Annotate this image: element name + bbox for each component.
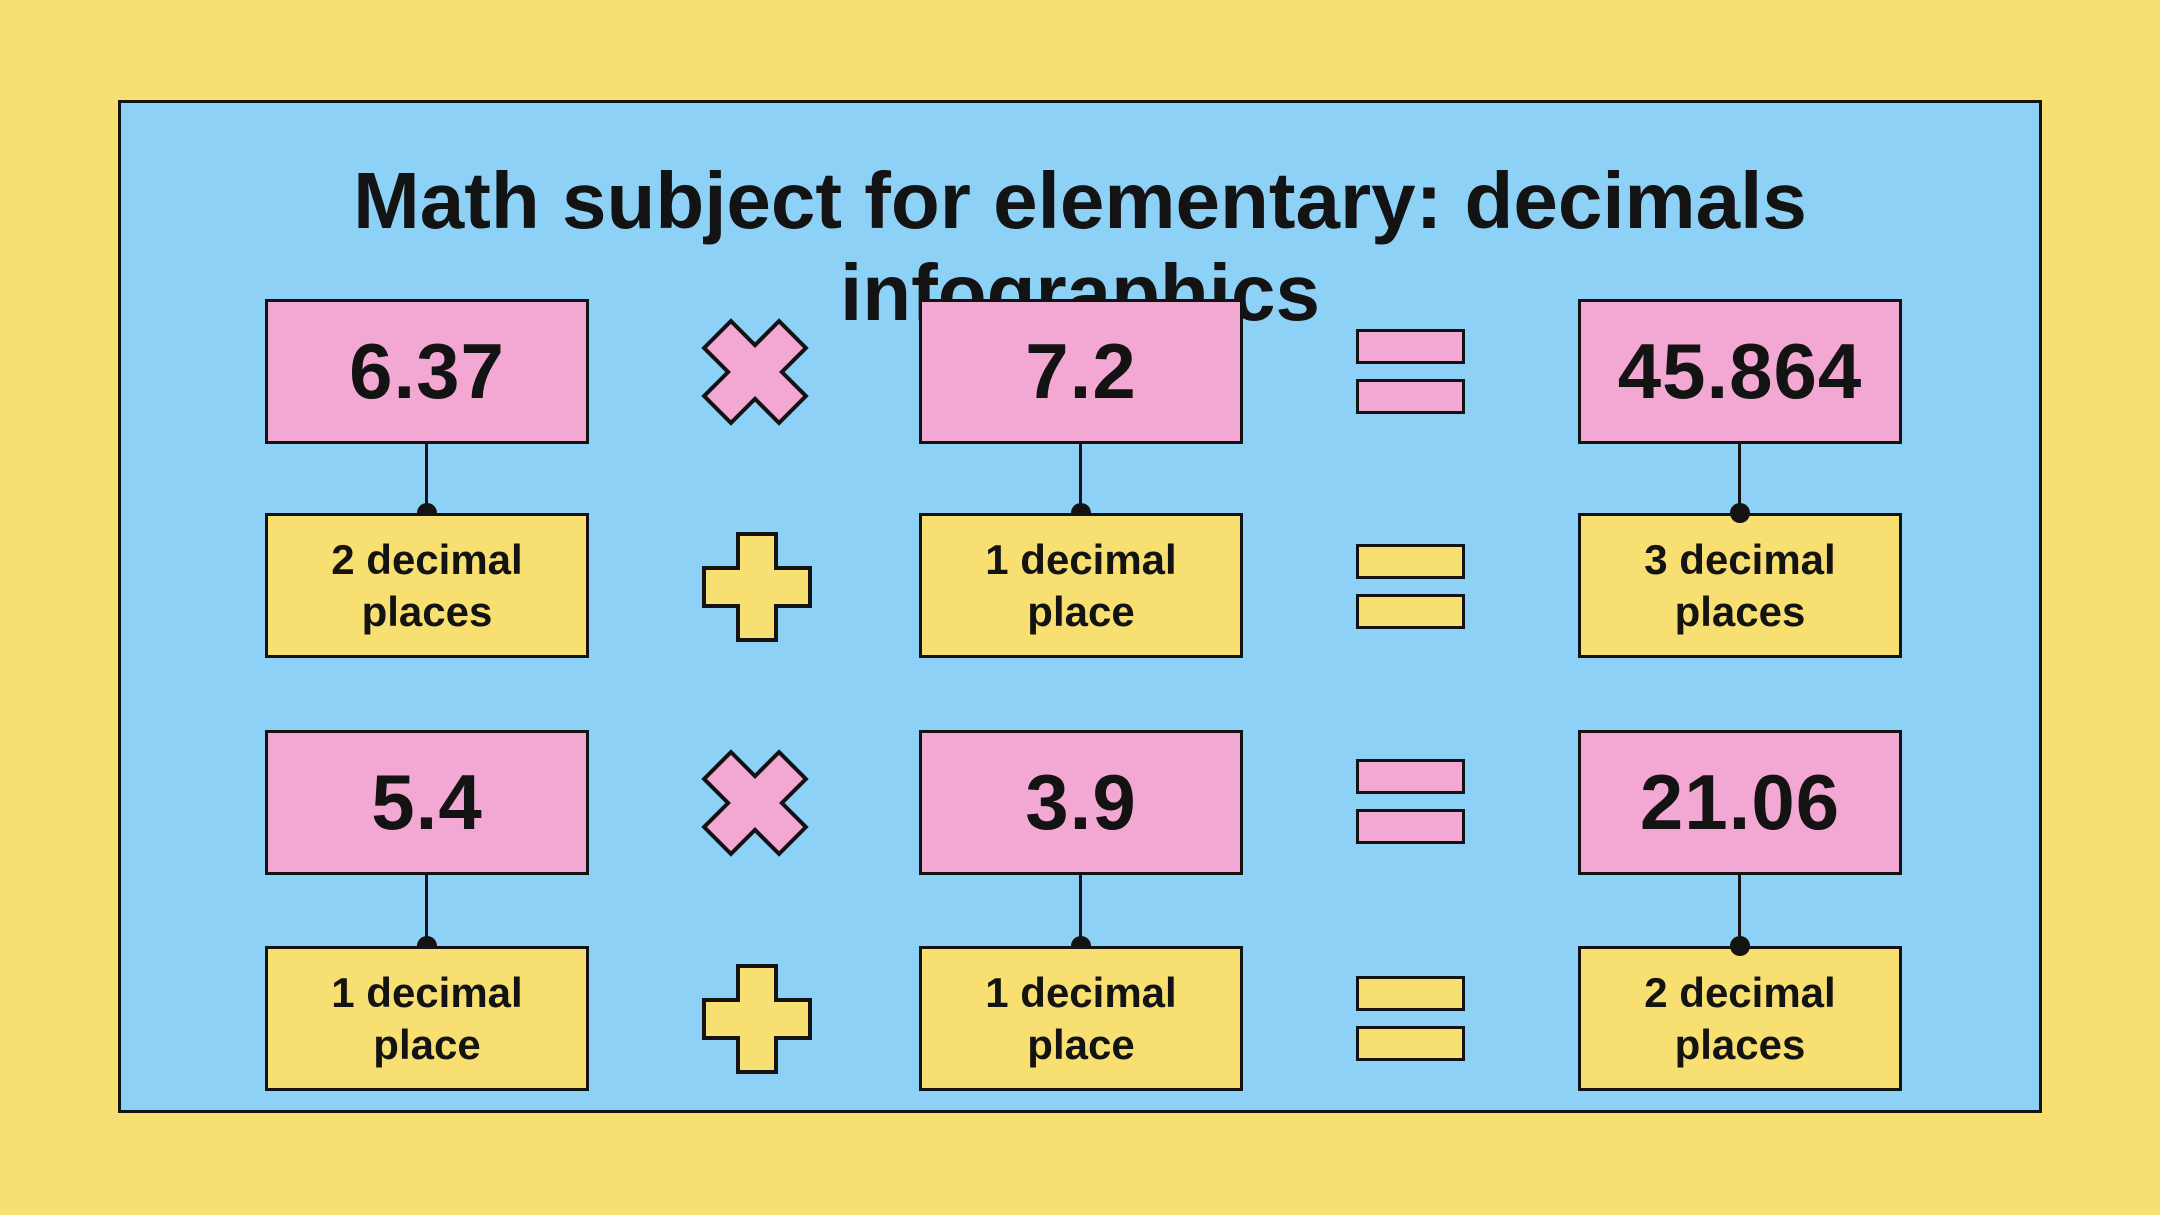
connector-dot (1730, 503, 1750, 523)
equals-bar-bottom (1356, 809, 1465, 844)
product-value: 21.06 (1639, 758, 1841, 846)
multiply-icon (701, 318, 809, 426)
equals-bar-top (1356, 976, 1465, 1011)
equals-bar-bottom (1356, 1026, 1465, 1061)
equals-icon (1356, 544, 1465, 629)
equals-bar-top (1356, 759, 1465, 794)
factor-value: 6.37 (349, 327, 505, 415)
product-box: 45.864 (1578, 299, 1902, 444)
equals-bar-bottom (1356, 594, 1465, 629)
infographic-panel: Math subject for elementary: decimals in… (118, 100, 2042, 1113)
connector-line (425, 444, 428, 513)
places-box: 2 decimal places (265, 513, 589, 658)
connector-line (1738, 875, 1741, 946)
page-title: Math subject for elementary: decimals in… (121, 155, 2039, 339)
places-box: 1 decimal place (265, 946, 589, 1091)
factor-box: 3.9 (919, 730, 1243, 875)
connector-dot (1730, 936, 1750, 956)
product-value: 45.864 (1617, 327, 1863, 415)
equals-icon (1356, 759, 1465, 844)
connector-line (1738, 444, 1741, 513)
plus-icon (702, 532, 812, 642)
places-box: 1 decimal place (919, 513, 1243, 658)
factor-value: 5.4 (371, 758, 483, 846)
equals-icon (1356, 976, 1465, 1061)
title-line-1: Math subject for elementary: decimals (353, 156, 1807, 245)
places-label: 1 decimal place (985, 968, 1177, 1068)
factor-box: 5.4 (265, 730, 589, 875)
connector-line (1079, 875, 1082, 946)
equals-icon (1356, 329, 1465, 414)
places-label: 2 decimal places (1644, 968, 1836, 1068)
places-box: 1 decimal place (919, 946, 1243, 1091)
places-label: 1 decimal place (985, 535, 1177, 635)
product-box: 21.06 (1578, 730, 1902, 875)
places-label: 3 decimal places (1644, 535, 1836, 635)
factor-value: 7.2 (1025, 327, 1137, 415)
equals-bar-top (1356, 544, 1465, 579)
connector-line (425, 875, 428, 946)
multiply-icon (701, 749, 809, 857)
connector-line (1079, 444, 1082, 513)
equals-bar-top (1356, 329, 1465, 364)
places-box: 2 decimal places (1578, 946, 1902, 1091)
factor-box: 7.2 (919, 299, 1243, 444)
equals-bar-bottom (1356, 379, 1465, 414)
places-label: 1 decimal place (331, 968, 523, 1068)
places-box: 3 decimal places (1578, 513, 1902, 658)
factor-value: 3.9 (1025, 758, 1137, 846)
plus-icon (702, 964, 812, 1074)
factor-box: 6.37 (265, 299, 589, 444)
places-label: 2 decimal places (331, 535, 523, 635)
